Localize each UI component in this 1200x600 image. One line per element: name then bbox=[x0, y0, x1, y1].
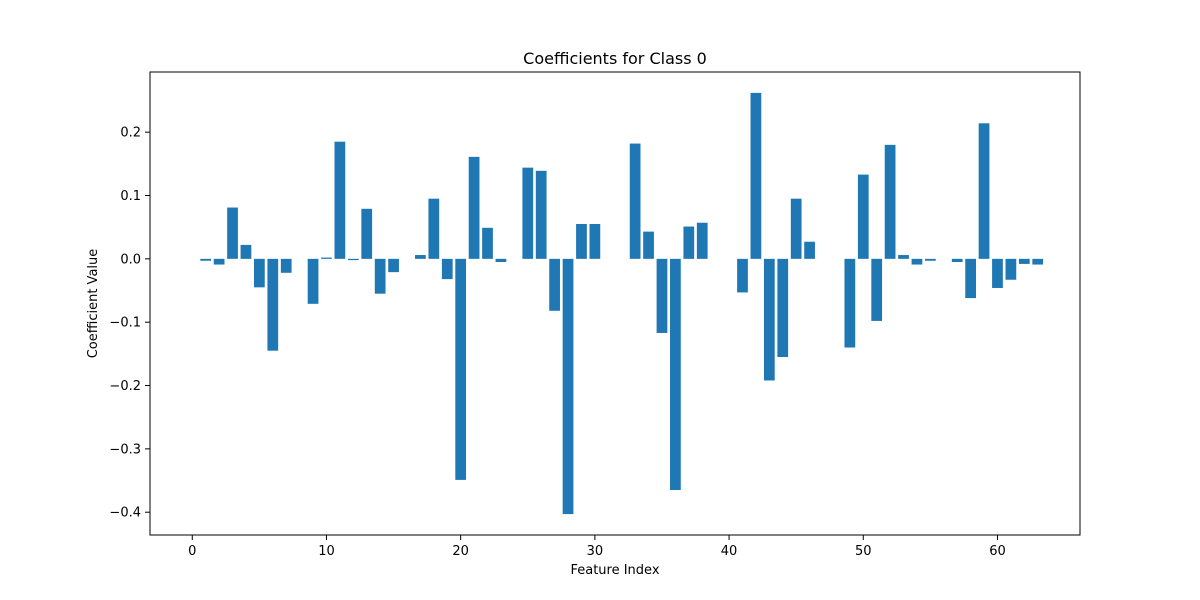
bar-feature-12 bbox=[347, 258, 359, 261]
bar-feature-63 bbox=[1032, 258, 1044, 265]
bar-feature-38 bbox=[696, 222, 708, 259]
bar-feature-15 bbox=[388, 258, 399, 273]
bar-feature-5 bbox=[254, 258, 265, 288]
bar-feature-20 bbox=[455, 258, 467, 480]
y-tick-label: −0.4 bbox=[109, 506, 141, 521]
bar-feature-55 bbox=[925, 258, 936, 261]
bar-feature-7 bbox=[280, 258, 292, 273]
bar-feature-25 bbox=[522, 167, 534, 259]
bar-feature-3 bbox=[227, 207, 238, 259]
bar-feature-22 bbox=[482, 227, 493, 259]
bar-feature-30 bbox=[589, 224, 601, 259]
bar-feature-51 bbox=[871, 258, 883, 321]
bar-feature-42 bbox=[750, 92, 762, 259]
y-tick-label: −0.1 bbox=[109, 316, 141, 331]
bar-feature-43 bbox=[763, 258, 775, 381]
bar-feature-26 bbox=[535, 170, 547, 259]
bar-feature-45 bbox=[790, 198, 802, 259]
bar-feature-61 bbox=[1005, 258, 1017, 280]
bar-feature-60 bbox=[992, 258, 1003, 288]
x-axis-label: Feature Index bbox=[570, 563, 659, 578]
bar-feature-10 bbox=[321, 257, 332, 259]
bar-feature-33 bbox=[629, 143, 641, 259]
bar-feature-2 bbox=[213, 258, 225, 265]
x-tick-label: 0 bbox=[188, 544, 196, 559]
bar-feature-19 bbox=[441, 258, 453, 280]
bars-group bbox=[186, 92, 1044, 515]
bar-feature-23 bbox=[495, 258, 507, 263]
bar-feature-54 bbox=[911, 258, 923, 265]
y-tick-label: 0.1 bbox=[120, 189, 141, 204]
bar-feature-18 bbox=[428, 198, 440, 259]
bar-feature-37 bbox=[683, 226, 695, 259]
chart-title: Coefficients for Class 0 bbox=[523, 49, 707, 68]
x-tick-label: 20 bbox=[452, 544, 469, 559]
y-tick-label: −0.2 bbox=[109, 379, 141, 394]
x-axis-ticks: 0 10 20 30 40 50 60 bbox=[188, 535, 1006, 559]
bar-feature-27 bbox=[549, 258, 560, 311]
bar-feature-46 bbox=[804, 241, 815, 259]
y-axis-ticks: −0.4 −0.3 −0.2 −0.1 0.0 0.1 0.2 bbox=[109, 126, 150, 521]
bar-feature-9 bbox=[307, 258, 319, 304]
bar-feature-35 bbox=[656, 258, 668, 333]
bar-feature-44 bbox=[777, 258, 789, 358]
bar-feature-29 bbox=[576, 224, 587, 259]
bar-feature-49 bbox=[844, 258, 856, 348]
bar-feature-59 bbox=[978, 123, 990, 259]
y-tick-label: 0.0 bbox=[120, 252, 141, 267]
x-tick-label: 40 bbox=[721, 544, 738, 559]
bar-feature-21 bbox=[468, 156, 480, 259]
bar-feature-17 bbox=[415, 255, 426, 259]
bar-feature-50 bbox=[857, 174, 869, 259]
y-tick-label: −0.3 bbox=[109, 442, 141, 457]
bar-feature-1 bbox=[200, 258, 212, 261]
bar-feature-52 bbox=[884, 144, 896, 259]
bar-feature-28 bbox=[562, 258, 574, 515]
bar-feature-58 bbox=[965, 258, 976, 299]
y-tick-label: 0.2 bbox=[120, 126, 141, 141]
bar-feature-36 bbox=[670, 258, 681, 491]
bar-feature-6 bbox=[267, 258, 279, 351]
bar-feature-13 bbox=[361, 208, 373, 259]
bar-feature-53 bbox=[898, 255, 909, 259]
x-tick-label: 30 bbox=[587, 544, 604, 559]
bar-feature-34 bbox=[643, 231, 654, 259]
plot-frame bbox=[149, 71, 1081, 536]
bar-feature-62 bbox=[1018, 258, 1030, 264]
bar-feature-11 bbox=[334, 141, 346, 259]
x-tick-label: 50 bbox=[855, 544, 872, 559]
x-tick-label: 10 bbox=[318, 544, 335, 559]
bar-feature-14 bbox=[374, 258, 386, 294]
bar-feature-41 bbox=[737, 258, 748, 293]
x-tick-label: 60 bbox=[989, 544, 1006, 559]
bar-feature-57 bbox=[951, 258, 963, 263]
y-axis-label: Coefficient Value bbox=[86, 249, 101, 359]
bar-feature-4 bbox=[240, 244, 252, 259]
